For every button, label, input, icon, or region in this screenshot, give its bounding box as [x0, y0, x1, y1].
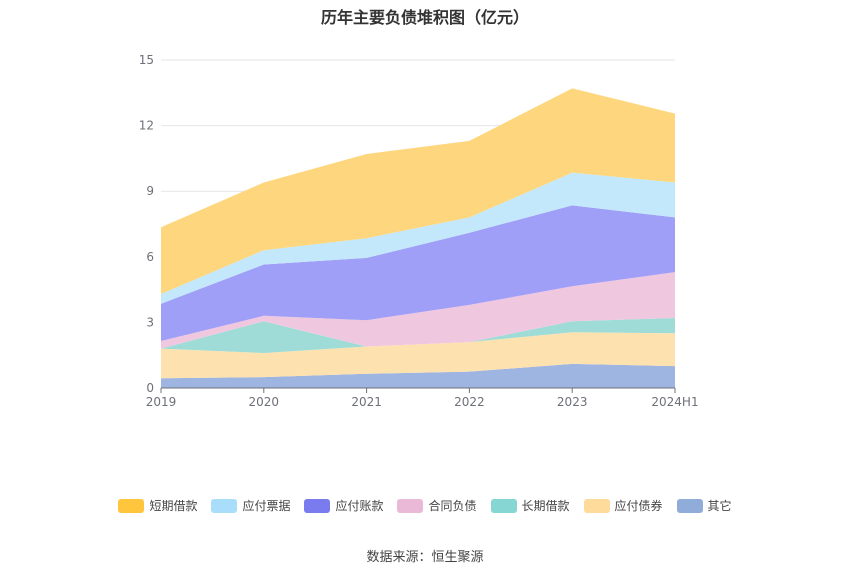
area-series-其它	[161, 363, 675, 388]
chart-title: 历年主要负债堆积图（亿元）	[320, 8, 529, 27]
legend-swatch	[490, 498, 517, 513]
legend-label: 应付债券	[614, 499, 663, 513]
legend-swatch	[583, 498, 610, 513]
legend-item[interactable]: 短期借款	[118, 497, 197, 514]
y-tick-label: 9	[146, 184, 154, 198]
area-series-应付账款	[161, 205, 675, 341]
legend-label: 应付票据	[242, 499, 291, 513]
y-tick-label: 12	[139, 119, 154, 133]
legend-swatch	[676, 498, 703, 513]
data-source: 数据来源：恒生聚源	[366, 550, 484, 565]
legend-label: 短期借款	[149, 499, 198, 513]
legend-label: 长期借款	[521, 499, 570, 513]
x-tick-label: 2023	[557, 395, 588, 409]
legend: 短期借款 应付票据 应付账款 合同负债 长期借款 应付债券 其它	[0, 497, 850, 514]
area-layers	[161, 88, 675, 388]
area-series-短期借款	[161, 88, 675, 295]
area-series-应付债券	[161, 332, 675, 379]
legend-swatch	[118, 498, 145, 513]
legend-swatch	[397, 498, 424, 513]
legend-label: 其它	[707, 499, 732, 513]
legend-item[interactable]: 合同负债	[397, 497, 477, 514]
x-tick-label: 2019	[146, 395, 177, 409]
legend-item[interactable]: 应付债券	[583, 497, 663, 514]
legend-label: 应付账款	[335, 499, 384, 513]
x-tick-label: 2024H1	[651, 395, 698, 409]
y-tick-label: 0	[146, 381, 154, 395]
area-series-应付票据	[161, 172, 675, 304]
legend-swatch	[211, 498, 238, 513]
x-tick-label: 2022	[454, 395, 485, 409]
legend-item[interactable]: 应付票据	[211, 497, 290, 514]
axes: 0 3 6 9 12 15 2019 2020 2021 2022 2023 2024H1	[139, 53, 699, 409]
y-tick-label: 6	[146, 250, 154, 264]
y-tick-label: 15	[139, 53, 154, 67]
area-series-长期借款	[161, 318, 675, 353]
y-tick-label: 3	[146, 315, 154, 329]
legend-item[interactable]: 长期借款	[490, 497, 570, 514]
legend-swatch	[304, 498, 331, 513]
legend-label: 合同负债	[428, 499, 477, 513]
legend-item[interactable]: 应付账款	[304, 497, 383, 514]
x-tick-label: 2020	[249, 395, 280, 409]
legend-item[interactable]: 其它	[676, 497, 732, 514]
x-tick-label: 2021	[351, 395, 382, 409]
area-series-合同负债	[161, 272, 675, 349]
